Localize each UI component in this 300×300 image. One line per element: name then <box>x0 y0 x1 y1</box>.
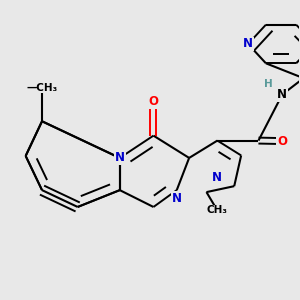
Text: N: N <box>277 88 287 101</box>
Text: —CH₃: —CH₃ <box>26 82 58 93</box>
Text: H: H <box>264 79 273 89</box>
Text: O: O <box>148 95 158 108</box>
Text: N: N <box>212 171 222 184</box>
Text: O: O <box>277 135 287 148</box>
Text: N: N <box>172 192 182 205</box>
Text: N: N <box>115 152 125 164</box>
Text: CH₃: CH₃ <box>207 206 228 215</box>
Text: N: N <box>243 38 253 50</box>
